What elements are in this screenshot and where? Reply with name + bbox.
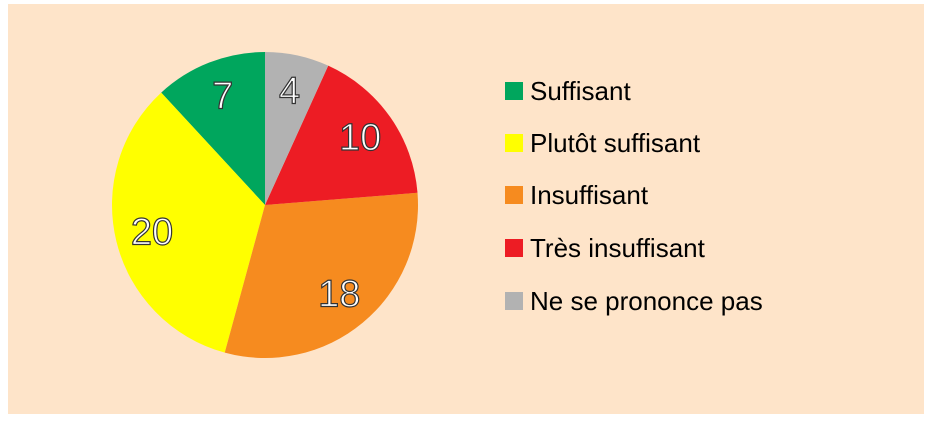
pie-slice — [265, 65, 418, 205]
pie-slice — [224, 192, 418, 358]
data-label: 4 — [279, 70, 300, 112]
pie-slice — [111, 92, 265, 353]
legend-label: Très insuffisant — [530, 233, 705, 263]
legend-label: Ne se prononce pas — [530, 286, 763, 316]
legend-swatch — [505, 186, 523, 204]
data-label: 7 — [212, 76, 233, 118]
data-label: 10 — [339, 117, 381, 159]
legend-swatch — [505, 292, 523, 310]
legend-swatch — [505, 134, 523, 152]
pie-slice — [265, 52, 329, 205]
legend-label: Suffisant — [530, 76, 631, 106]
data-label: 20 — [131, 212, 173, 254]
pie-slice — [161, 52, 265, 205]
legend-label: Plutôt suffisant — [530, 128, 701, 158]
data-label: 18 — [318, 274, 360, 316]
legend-swatch — [505, 239, 523, 257]
legend-label: Insuffisant — [530, 180, 649, 210]
legend-swatch — [505, 82, 523, 100]
